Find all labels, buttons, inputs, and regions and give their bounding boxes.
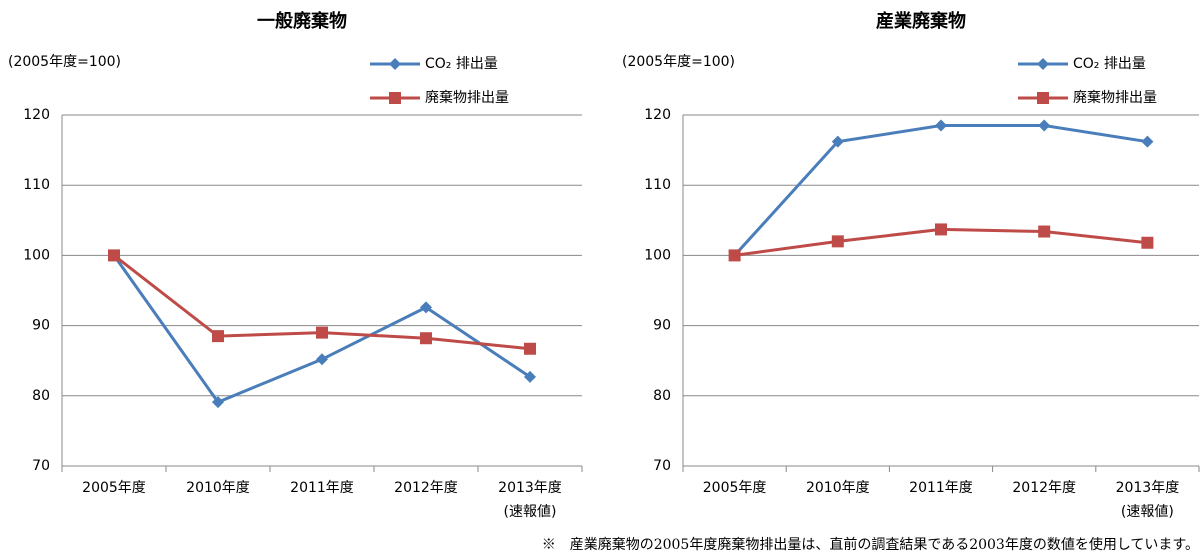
y-tick-label: 110 <box>23 177 50 193</box>
x-tick-label: 2005年度 <box>703 480 767 496</box>
marker <box>1038 119 1051 132</box>
x-tick-label: 2012年度 <box>1012 480 1076 496</box>
x-tick-label: 2011年度 <box>290 480 354 496</box>
marker <box>420 332 432 345</box>
x-tick-label: 2013年度(速報値) <box>1116 480 1180 520</box>
y-tick-label: 90 <box>32 318 50 334</box>
marker <box>1141 236 1154 249</box>
legend-label: CO₂ 排出量 <box>1073 56 1146 72</box>
marker <box>212 330 224 343</box>
legend-marker <box>389 58 401 70</box>
y-tick-label: 80 <box>653 388 671 404</box>
y-tick-label: 120 <box>23 107 50 123</box>
chart-title: 産業廃棄物 <box>876 10 966 32</box>
legend-marker <box>389 92 401 104</box>
y-tick-label: 100 <box>23 247 50 263</box>
y-tick-label: 80 <box>32 388 50 404</box>
legend-label: 廃棄物排出量 <box>425 89 509 106</box>
marker <box>316 326 328 339</box>
x-tick-label: 2013年度(速報値) <box>498 480 562 520</box>
legend-marker <box>1037 92 1049 104</box>
subtitle: (2005年度=100) <box>622 54 735 70</box>
chart-title: 一般廃棄物 <box>257 10 347 32</box>
legend-marker <box>1037 58 1049 70</box>
x-tick-label: 2012年度 <box>394 480 458 496</box>
y-tick-label: 70 <box>32 458 50 474</box>
marker <box>935 223 947 236</box>
y-tick-label: 110 <box>644 177 671 193</box>
x-tick-label: 2010年度 <box>186 480 250 496</box>
marker <box>212 396 224 409</box>
legend-label: 廃棄物排出量 <box>1073 89 1157 106</box>
marker <box>831 135 844 148</box>
marker <box>420 301 432 314</box>
marker <box>935 119 947 132</box>
y-tick-label: 120 <box>644 107 671 123</box>
x-tick-label: 2010年度 <box>806 480 870 496</box>
marker <box>524 370 536 383</box>
marker <box>1141 135 1154 148</box>
legend-label: CO₂ 排出量 <box>425 56 498 72</box>
marker <box>1038 225 1051 238</box>
footnote: ※ 産業廃棄物の2005年度廃棄物排出量は、直前の調査結果である2003年度の数… <box>542 536 1199 553</box>
y-tick-label: 70 <box>653 458 671 474</box>
y-tick-label: 100 <box>644 247 671 263</box>
y-tick-label: 90 <box>653 318 671 334</box>
subtitle: (2005年度=100) <box>8 54 121 70</box>
marker <box>108 249 120 262</box>
marker <box>831 235 844 248</box>
x-tick-label: 2005年度 <box>82 480 146 496</box>
marker <box>316 353 328 366</box>
marker <box>524 342 536 355</box>
marker <box>728 249 741 262</box>
x-tick-label: 2011年度 <box>909 480 973 496</box>
